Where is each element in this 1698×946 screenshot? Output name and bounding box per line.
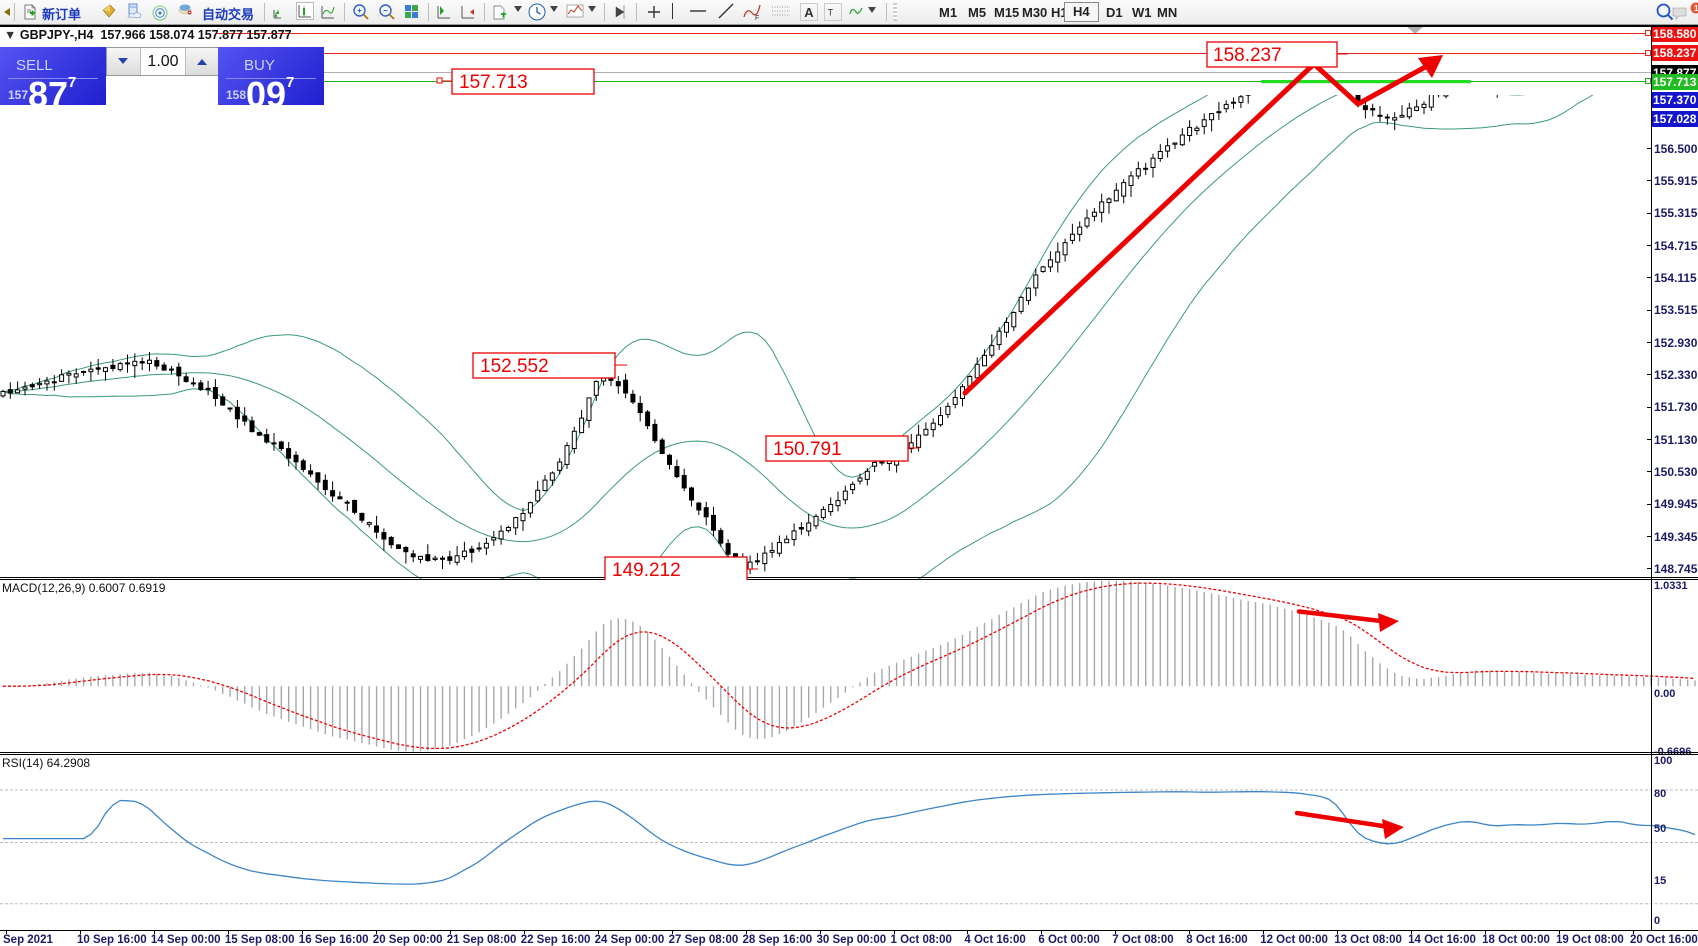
svg-text:150.791: 150.791 [773, 439, 842, 460]
svg-text:158.237: 158.237 [1213, 45, 1282, 66]
svg-text:157.713: 157.713 [459, 72, 528, 93]
svg-text:149.212: 149.212 [612, 560, 681, 580]
svg-text:152.552: 152.552 [480, 356, 549, 377]
